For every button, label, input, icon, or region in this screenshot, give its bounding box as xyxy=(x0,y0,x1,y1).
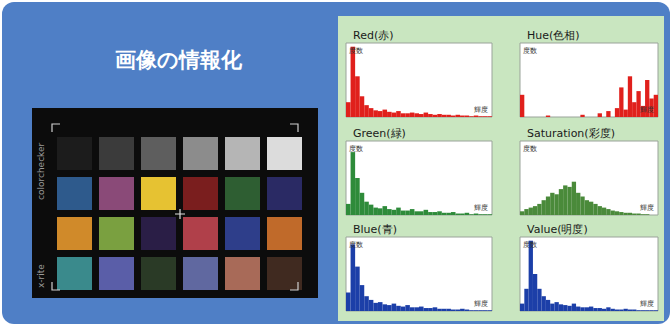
svg-text:Hue(色相): Hue(色相) xyxy=(527,29,580,42)
svg-text:度数: 度数 xyxy=(349,145,363,153)
svg-text:度数: 度数 xyxy=(349,241,363,249)
svg-text:度数: 度数 xyxy=(523,145,537,153)
svg-text:x-rite: x-rite xyxy=(36,264,46,288)
svg-text:colorchecker: colorchecker xyxy=(36,142,46,200)
svg-text:度数: 度数 xyxy=(523,241,537,249)
svg-text:Red(赤): Red(赤) xyxy=(353,29,393,42)
svg-text:輝度: 輝度 xyxy=(640,106,654,114)
svg-text:輝度: 輝度 xyxy=(640,300,654,308)
svg-text:Green(緑): Green(緑) xyxy=(353,127,406,140)
svg-text:輝度: 輝度 xyxy=(474,106,488,114)
svg-text:度数: 度数 xyxy=(349,47,363,55)
svg-text:輝度: 輝度 xyxy=(474,300,488,308)
svg-text:輝度: 輝度 xyxy=(640,204,654,212)
svg-text:Saturation(彩度): Saturation(彩度) xyxy=(527,127,615,140)
html-text:画像の情報化: 画像の情報化 xyxy=(114,48,242,72)
svg-text:度数: 度数 xyxy=(523,47,537,55)
svg-text:Value(明度): Value(明度) xyxy=(527,223,588,236)
svg-text:輝度: 輝度 xyxy=(474,204,488,212)
svg-text:Blue(青): Blue(青) xyxy=(353,223,397,236)
